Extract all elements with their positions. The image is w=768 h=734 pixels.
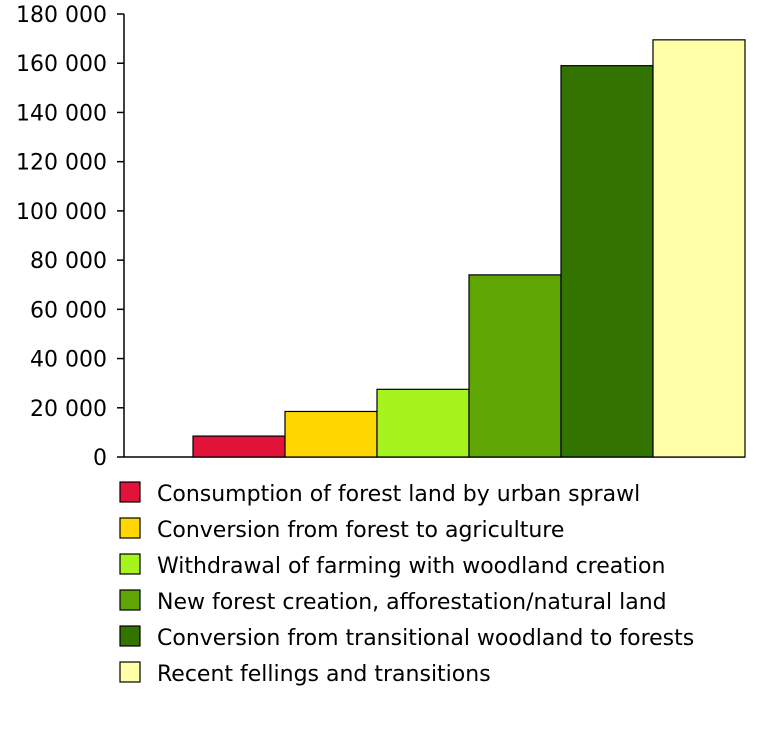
bar-4 [468,274,562,458]
legend-label: Recent fellings and transitions [157,662,491,687]
y-tick-label: 140 000 [16,101,107,126]
bar-5 [560,65,654,458]
legend-label: Conversion from transitional woodland to… [157,626,694,651]
y-tick-label: 0 [93,446,107,471]
legend-swatch [119,553,141,575]
legend-swatch [119,589,141,611]
y-tick-label: 120 000 [16,151,107,176]
y-tick-label: 80 000 [30,249,107,274]
legend-label: Conversion from forest to agriculture [157,518,564,543]
bar-1 [192,435,286,458]
legend-label: Consumption of forest land by urban spra… [157,482,640,507]
y-tick-label: 160 000 [16,52,107,77]
y-tick-label: 60 000 [30,298,107,323]
legend-swatch [119,625,141,647]
legend-label: New forest creation, afforestation/natur… [157,590,667,615]
y-tick-label: 40 000 [30,348,107,373]
bar-2 [284,410,378,458]
y-tick-label: 180 000 [16,3,107,28]
y-tick-label: 100 000 [16,200,107,225]
y-tick-label: 20 000 [30,397,107,422]
legend-swatch [119,517,141,539]
legend-swatch [119,661,141,683]
legend-swatch [119,481,141,503]
legend-label: Withdrawal of farming with woodland crea… [157,554,665,579]
bar-6 [652,39,746,458]
bar-3 [376,388,470,458]
